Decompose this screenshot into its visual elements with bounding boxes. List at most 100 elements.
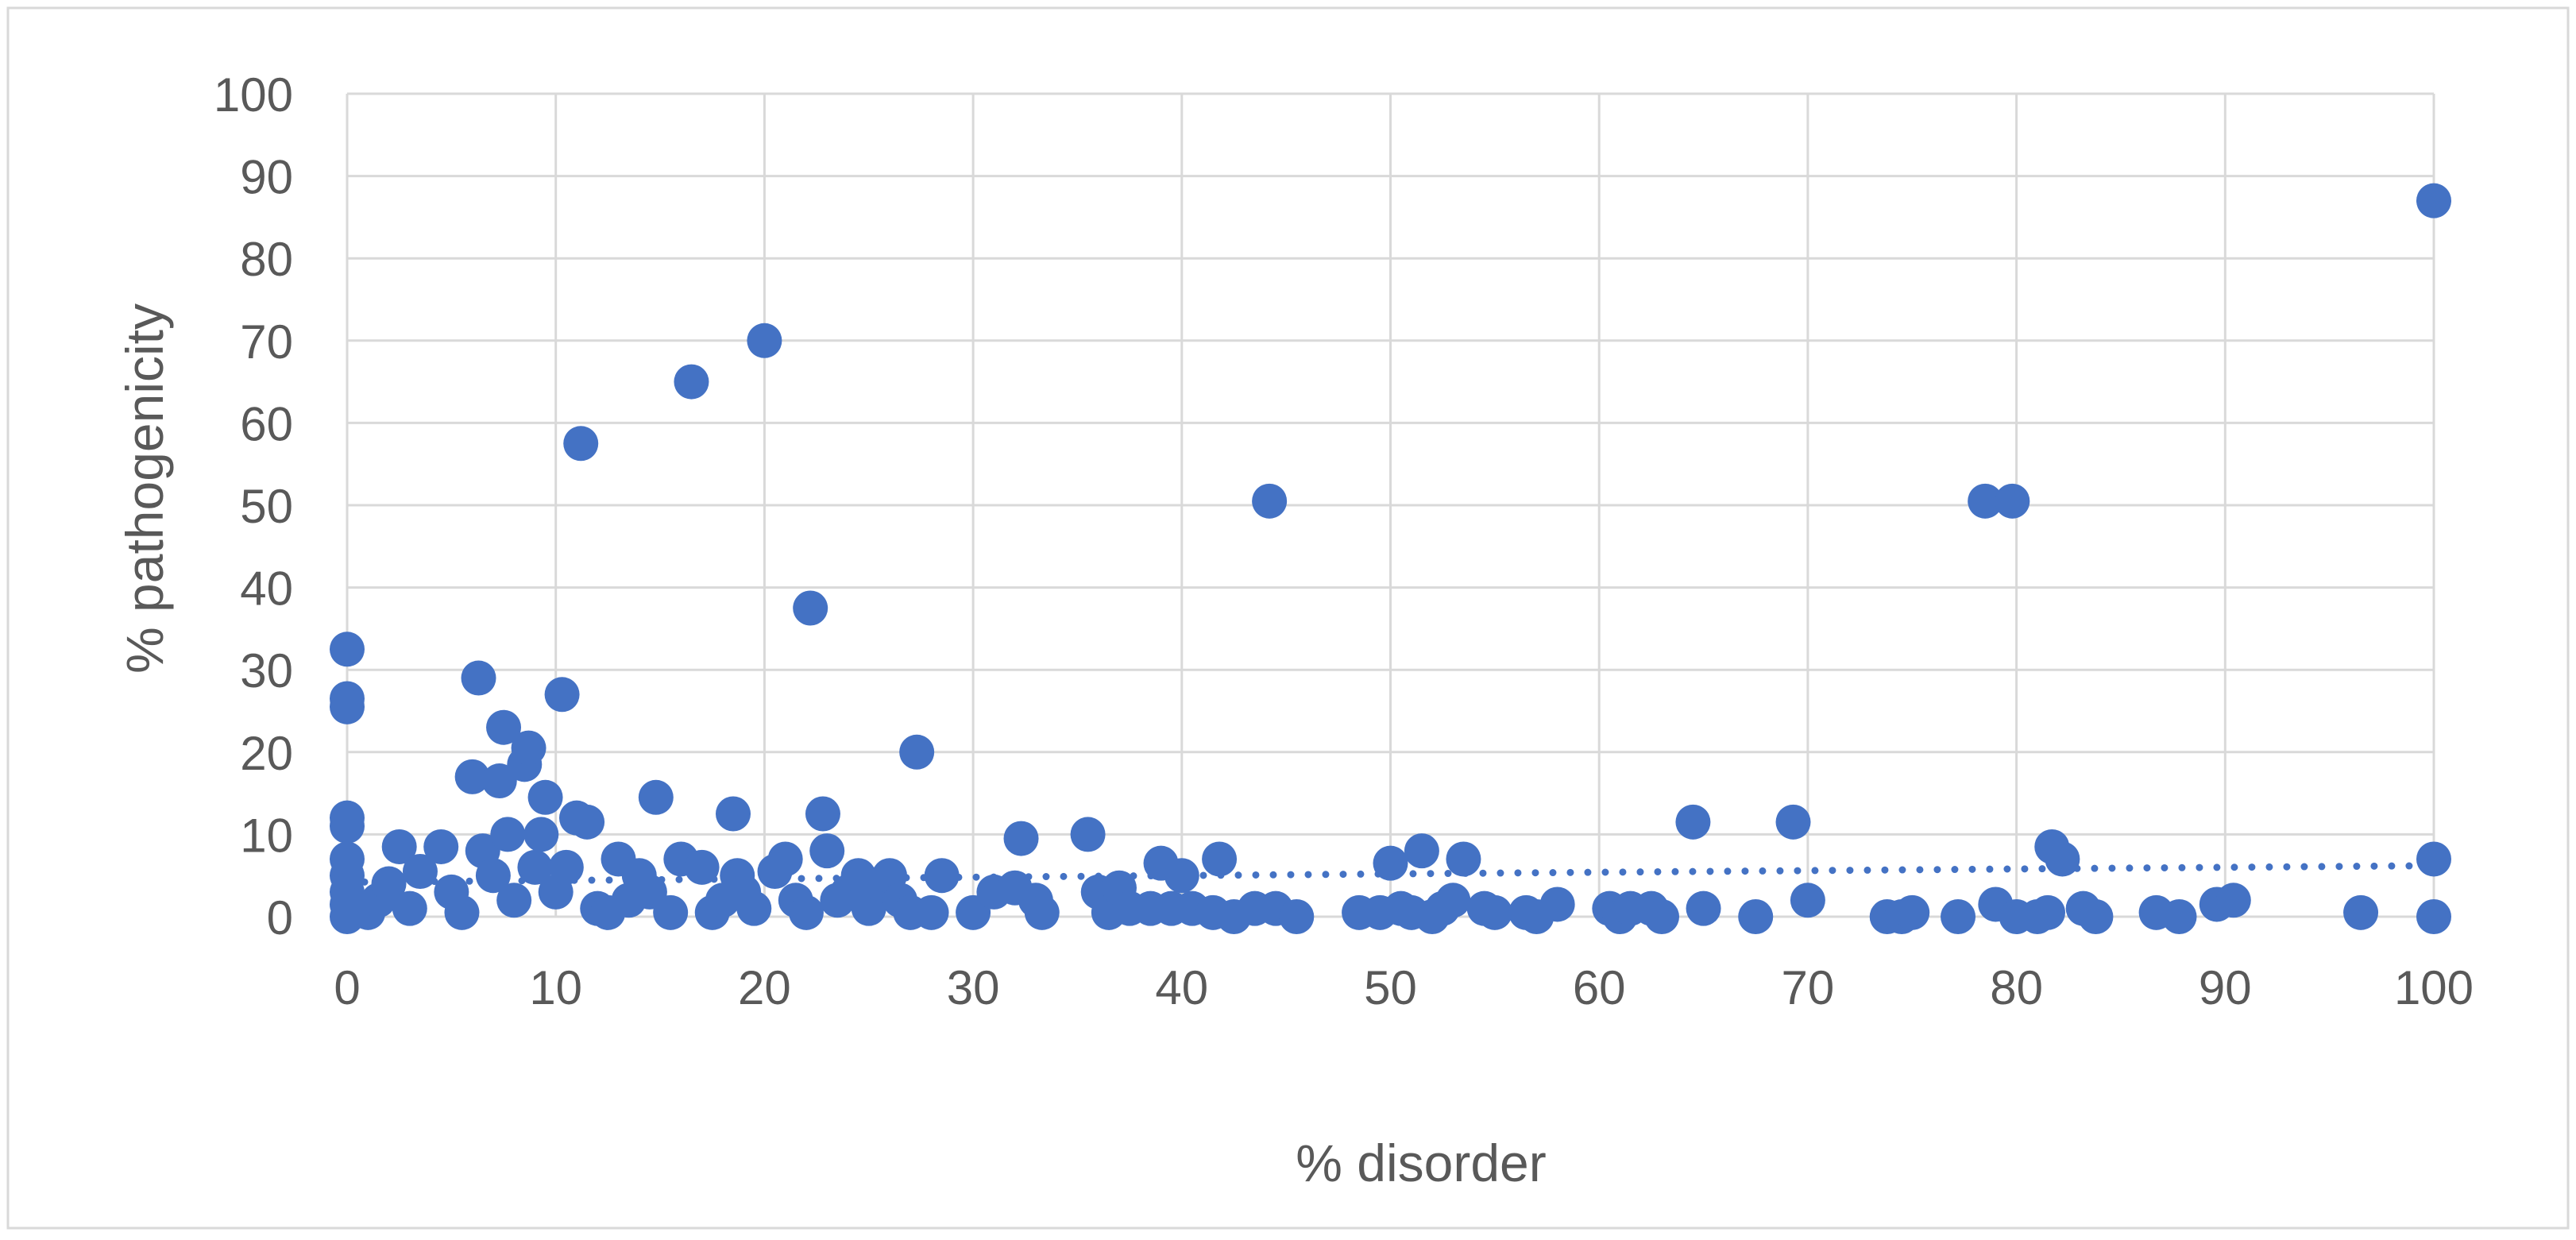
data-point — [1644, 899, 1680, 934]
x-axis-label: % disorder — [1296, 1134, 1546, 1192]
y-tick-label: 50 — [240, 480, 293, 533]
data-point — [2215, 883, 2251, 918]
data-point — [1686, 890, 1721, 926]
data-point — [1070, 817, 1106, 852]
data-point — [2416, 899, 2451, 934]
data-point — [924, 858, 960, 894]
y-tick-label: 60 — [240, 397, 293, 450]
data-point — [381, 829, 417, 864]
data-point — [1539, 887, 1575, 922]
y-axis-label: % pathogenicity — [115, 303, 174, 674]
x-tick-label: 30 — [947, 961, 1000, 1014]
data-point — [423, 829, 459, 864]
y-tick-labels: 0 10 20 30 40 50 60 70 80 90 100 — [214, 68, 293, 944]
x-tick-label: 60 — [1573, 961, 1626, 1014]
x-tick-label: 20 — [738, 961, 791, 1014]
data-point — [2343, 894, 2379, 930]
data-point — [1738, 899, 1774, 934]
data-point — [1435, 883, 1471, 918]
data-point — [1252, 483, 1288, 519]
x-tick-labels: 0 10 20 30 40 50 60 70 80 90 100 — [334, 961, 2474, 1014]
data-point — [805, 796, 840, 832]
data-point — [2416, 841, 2451, 877]
data-point — [674, 364, 709, 400]
data-point — [1477, 894, 1512, 930]
data-point — [475, 858, 511, 894]
data-point — [1894, 894, 1930, 930]
x-tick-label: 100 — [2394, 961, 2474, 1014]
data-points — [330, 183, 2451, 934]
x-tick-label: 70 — [1782, 961, 1835, 1014]
y-tick-label: 20 — [240, 727, 293, 780]
data-point — [1968, 483, 2003, 519]
x-tick-label: 10 — [529, 961, 582, 1014]
y-tick-label: 0 — [267, 891, 293, 944]
data-point — [653, 894, 689, 930]
data-point — [1003, 821, 1039, 856]
data-point — [767, 841, 803, 877]
data-point — [1995, 483, 2030, 519]
data-point — [809, 833, 845, 869]
y-tick-label: 80 — [240, 233, 293, 286]
data-point — [527, 779, 563, 815]
data-point — [2161, 899, 2197, 934]
data-point — [1446, 841, 1481, 877]
data-point — [638, 779, 674, 815]
data-point — [2045, 841, 2080, 877]
data-point — [1941, 899, 1976, 934]
data-point — [402, 854, 438, 890]
data-point — [330, 632, 365, 667]
data-point — [793, 590, 828, 626]
data-point — [517, 849, 553, 885]
data-point — [1024, 894, 1060, 930]
data-point — [490, 817, 526, 852]
chart-border — [6, 6, 2570, 1230]
data-point — [548, 849, 584, 885]
data-point — [715, 796, 751, 832]
data-point — [1790, 883, 1825, 918]
data-point — [1675, 804, 1711, 840]
data-point — [1279, 899, 1315, 934]
data-point — [454, 759, 490, 794]
data-point — [2078, 899, 2114, 934]
data-point — [1202, 841, 1238, 877]
data-point — [2030, 894, 2066, 930]
data-point — [1373, 845, 1408, 881]
data-point — [544, 677, 580, 713]
gridlines — [346, 92, 2435, 918]
x-tick-label: 90 — [2199, 961, 2252, 1014]
x-tick-label: 80 — [1990, 961, 2043, 1014]
data-point — [1404, 833, 1439, 869]
data-point — [486, 709, 522, 745]
data-point — [563, 426, 599, 462]
data-point — [444, 894, 480, 930]
data-point — [523, 817, 559, 852]
data-point — [570, 804, 605, 840]
x-tick-label: 50 — [1364, 961, 1417, 1014]
x-tick-label: 40 — [1155, 961, 1208, 1014]
y-tick-label: 10 — [240, 809, 293, 862]
y-tick-label: 30 — [240, 644, 293, 697]
data-point — [392, 890, 427, 926]
data-point — [913, 894, 949, 930]
data-point — [496, 883, 532, 918]
data-point — [461, 660, 496, 696]
x-tick-label: 0 — [334, 961, 360, 1014]
data-point — [330, 809, 365, 844]
data-point — [2416, 183, 2451, 218]
data-point — [736, 890, 772, 926]
data-point — [511, 730, 546, 766]
data-point — [1164, 858, 1199, 894]
data-point — [684, 849, 720, 885]
data-point — [788, 894, 824, 930]
y-tick-label: 100 — [214, 68, 293, 122]
y-tick-label: 70 — [240, 315, 293, 369]
data-point — [371, 866, 407, 902]
y-tick-label: 40 — [240, 562, 293, 616]
data-point — [481, 763, 517, 799]
y-tick-label: 90 — [240, 151, 293, 204]
data-point — [330, 689, 365, 724]
data-point — [899, 734, 935, 770]
